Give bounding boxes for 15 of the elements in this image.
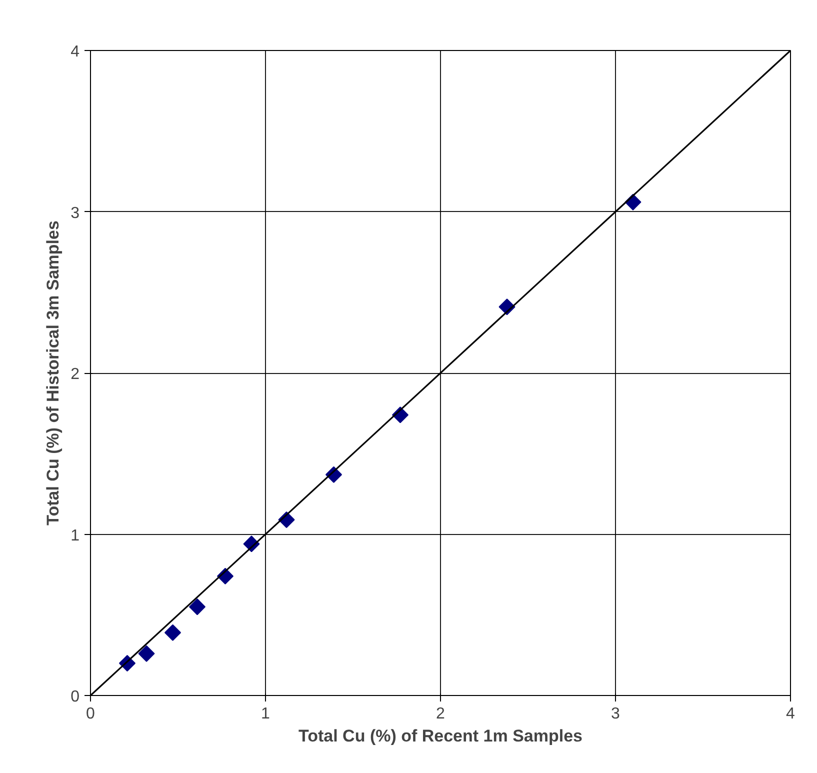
y-tick-label: 1 — [70, 527, 80, 544]
x-tick-label: 1 — [261, 706, 270, 722]
y-tick-label: 4 — [70, 44, 80, 60]
x-tick-label: 2 — [436, 706, 446, 722]
x-tick-label: 0 — [86, 706, 96, 722]
y-tick-label: 0 — [70, 688, 80, 706]
x-tick-label: 3 — [611, 706, 620, 722]
point — [138, 645, 155, 662]
y-axis-title: Total Cu (%) of Historical 3m Samples — [44, 220, 63, 526]
y-tick-label: 2 — [70, 366, 80, 383]
x-tick-label: 4 — [786, 706, 796, 722]
point — [188, 598, 206, 616]
y-tick-label: 3 — [70, 204, 80, 222]
x-axis-title: Total Cu (%) of Recent 1m Samples — [298, 726, 583, 746]
point — [164, 624, 182, 641]
